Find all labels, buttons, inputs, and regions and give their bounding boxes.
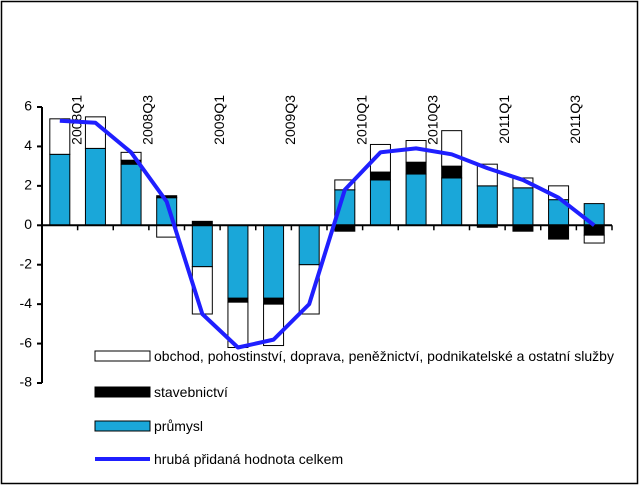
x-tick-label: 2009Q3 xyxy=(282,95,298,145)
bar-segment xyxy=(583,234,605,244)
bar-segment xyxy=(84,147,106,226)
bar-segment xyxy=(298,224,320,266)
bar-segment xyxy=(441,165,463,179)
bar-segment xyxy=(263,297,285,305)
bar-segment xyxy=(583,224,605,236)
x-tick-label: 2010Q3 xyxy=(425,95,441,145)
legend-label-box: průmysl xyxy=(154,418,204,434)
x-tick-label: 2011Q1 xyxy=(496,95,512,144)
bar-segment xyxy=(298,264,320,315)
y-tick-label: 4 xyxy=(24,137,32,153)
y-tick-label: -6 xyxy=(20,334,33,350)
bar-segment xyxy=(227,297,249,303)
line-series xyxy=(59,118,596,350)
y-tick-label: 6 xyxy=(24,98,32,114)
legend-label-box: obchod, pohostinství, doprava, peněžnict… xyxy=(154,348,614,364)
legend-swatch xyxy=(94,350,151,362)
bar-segment xyxy=(120,163,142,226)
bar-segment xyxy=(49,153,71,226)
legend-label: průmysl xyxy=(154,418,204,434)
x-tick-label: 2008Q3 xyxy=(140,95,156,145)
bar-segment xyxy=(227,224,249,299)
legend-label: obchod, pohostinství, doprava, peněžnict… xyxy=(154,348,614,364)
y-tick-label: -8 xyxy=(20,374,33,390)
bar-segment xyxy=(263,224,285,299)
bar-segment xyxy=(441,177,463,226)
y-tick-label: -2 xyxy=(20,255,33,271)
bar-segment xyxy=(369,179,391,226)
x-tick-label: 2011Q3 xyxy=(567,95,583,144)
bar-segment xyxy=(548,224,570,240)
legend-label: hrubá přidaná hodnota celkem xyxy=(154,451,344,467)
bar-segment xyxy=(369,171,391,181)
bar-segment xyxy=(405,173,427,226)
bar-segment xyxy=(156,195,178,199)
x-tick-label: 2010Q1 xyxy=(353,95,369,145)
legend-swatch xyxy=(94,420,151,432)
legend-label: stavebnictví xyxy=(154,384,228,400)
bar-segment xyxy=(405,161,427,175)
legend-label-box: hrubá přidaná hodnota celkem xyxy=(154,451,344,467)
y-tick-label: -4 xyxy=(20,295,33,311)
bar-segment xyxy=(476,185,498,226)
bar-segment xyxy=(49,118,71,155)
legend-swatch xyxy=(94,386,151,398)
x-tick-label: 2009Q1 xyxy=(211,95,227,145)
y-tick-label: 0 xyxy=(24,216,32,232)
bar-segment xyxy=(441,130,463,167)
bar-segment xyxy=(191,224,213,268)
y-tick-label: 2 xyxy=(24,177,32,193)
legend-label-box: stavebnictví xyxy=(154,384,228,400)
bar-segment xyxy=(512,187,534,226)
